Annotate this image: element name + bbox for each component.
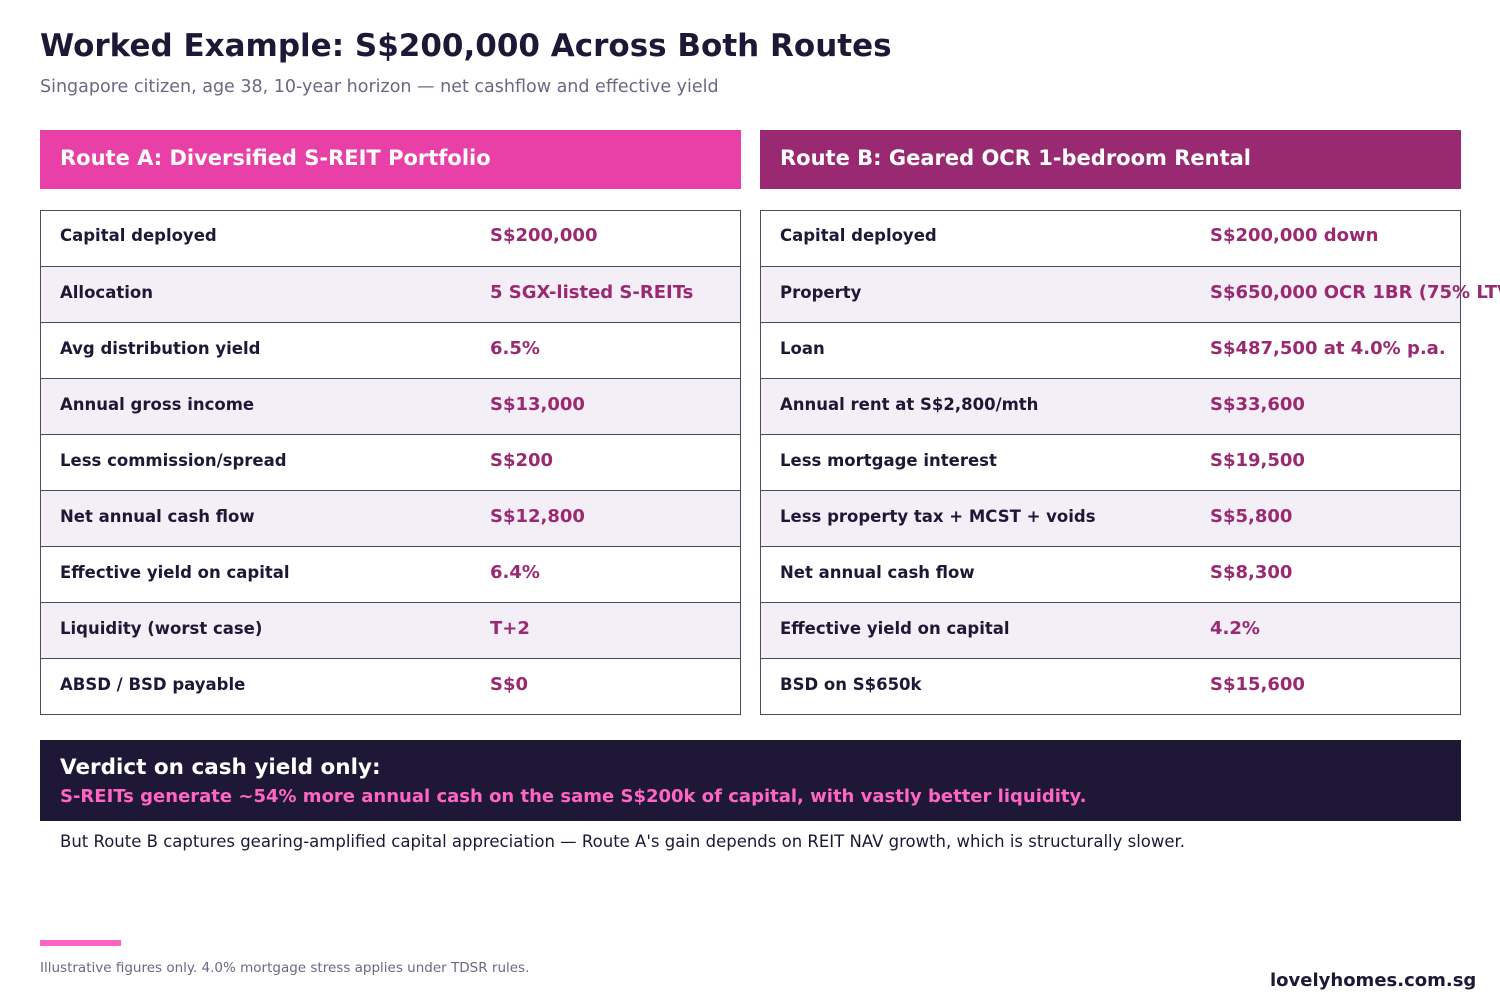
verdict-title: Verdict on cash yield only: <box>60 755 381 780</box>
route-b-table: Capital deployed S$200,000 down Property… <box>760 210 1500 715</box>
row-value: S$8,300 <box>1210 562 1293 583</box>
row-label: Net annual cash flow <box>780 563 975 582</box>
table-row: ABSD / BSD payable S$0 <box>41 658 740 714</box>
row-value: S$13,000 <box>490 394 585 415</box>
page-title: Worked Example: S$200,000 Across Both Ro… <box>40 28 892 64</box>
table-row: Annual gross income S$13,000 <box>41 378 740 434</box>
table-row: Less property tax + MCST + voids S$5,800 <box>761 490 1460 546</box>
table-row: Property S$650,000 OCR 1BR (75% LTV) <box>761 266 1500 322</box>
table-row: Less commission/spread S$200 <box>41 434 740 490</box>
row-label: ABSD / BSD payable <box>60 675 246 694</box>
table-row: Loan S$487,500 at 4.0% p.a. <box>761 322 1460 378</box>
table-row: Net annual cash flow S$12,800 <box>41 490 740 546</box>
row-value: T+2 <box>490 618 530 639</box>
row-value: S$200,000 <box>490 225 598 246</box>
verdict-text: S-REITs generate ~54% more annual cash o… <box>60 786 1087 807</box>
row-value: S$19,500 <box>1210 450 1305 471</box>
row-value: S$200,000 down <box>1210 225 1379 246</box>
route-a-header: Route A: Diversified S-REIT Portfolio <box>40 130 741 189</box>
accent-bar <box>40 940 121 946</box>
row-value: S$33,600 <box>1210 394 1305 415</box>
caveat-note: But Route B captures gearing-amplified c… <box>60 832 1186 851</box>
row-label: Less mortgage interest <box>780 451 997 470</box>
row-label: Loan <box>780 339 825 358</box>
table-row: BSD on S$650k S$15,600 <box>761 658 1460 714</box>
row-label: Property <box>780 283 862 302</box>
row-value: S$15,600 <box>1210 674 1305 695</box>
row-label: Annual rent at S$2,800/mth <box>780 395 1039 414</box>
row-label: Annual gross income <box>60 395 255 414</box>
row-value: S$650,000 OCR 1BR (75% LTV) <box>1210 282 1500 303</box>
row-value: S$12,800 <box>490 506 585 527</box>
row-label: Net annual cash flow <box>60 507 255 526</box>
row-value: S$0 <box>490 674 529 695</box>
row-label: Less commission/spread <box>60 451 287 470</box>
row-value: 6.4% <box>490 562 540 583</box>
table-row: Liquidity (worst case) T+2 <box>41 602 740 658</box>
row-label: BSD on S$650k <box>780 675 922 694</box>
row-value: S$200 <box>490 450 554 471</box>
verdict-banner: Verdict on cash yield only: S-REITs gene… <box>40 740 1461 821</box>
table-row: Allocation 5 SGX-listed S-REITs <box>41 266 740 322</box>
row-label: Effective yield on capital <box>780 619 1010 638</box>
table-row: Net annual cash flow S$8,300 <box>761 546 1460 602</box>
table-row: Avg distribution yield 6.5% <box>41 322 740 378</box>
route-a-table: Capital deployed S$200,000 Allocation 5 … <box>40 210 741 715</box>
route-b-header: Route B: Geared OCR 1-bedroom Rental <box>760 130 1461 189</box>
table-row: Effective yield on capital 6.4% <box>41 546 740 602</box>
brand-label: lovelyhomes.com.sg <box>1270 970 1477 991</box>
page-subtitle: Singapore citizen, age 38, 10-year horiz… <box>40 77 719 97</box>
row-label: Liquidity (worst case) <box>60 619 263 638</box>
table-row: Annual rent at S$2,800/mth S$33,600 <box>761 378 1460 434</box>
table-row: Capital deployed S$200,000 down <box>761 211 1460 266</box>
row-label: Effective yield on capital <box>60 563 290 582</box>
table-row: Less mortgage interest S$19,500 <box>761 434 1460 490</box>
table-row: Capital deployed S$200,000 <box>41 211 740 266</box>
row-label: Avg distribution yield <box>60 339 261 358</box>
row-value: 4.2% <box>1210 618 1260 639</box>
footnote: Illustrative figures only. 4.0% mortgage… <box>40 960 530 976</box>
row-value: S$5,800 <box>1210 506 1293 527</box>
row-label: Capital deployed <box>60 226 217 245</box>
table-row: Effective yield on capital 4.2% <box>761 602 1460 658</box>
row-label: Allocation <box>60 283 153 302</box>
row-value: 5 SGX-listed S-REITs <box>490 282 694 303</box>
row-label: Less property tax + MCST + voids <box>780 507 1096 526</box>
row-value: 6.5% <box>490 338 540 359</box>
row-label: Capital deployed <box>780 226 937 245</box>
row-value: S$487,500 at 4.0% p.a. <box>1210 338 1446 359</box>
